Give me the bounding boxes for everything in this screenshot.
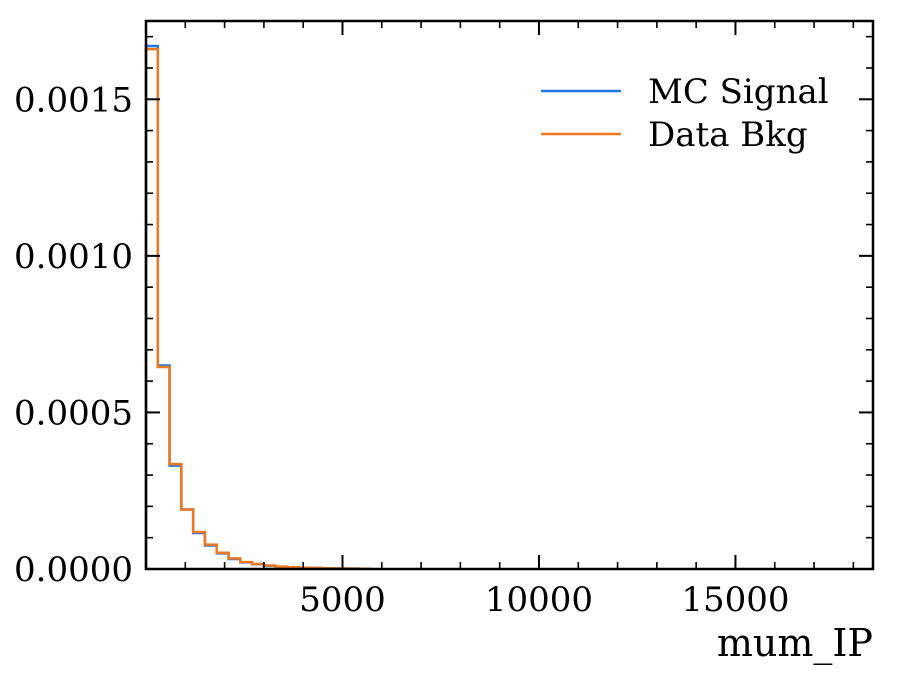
x-tick-label: 15000 — [681, 580, 789, 620]
x-tick-label: 5000 — [299, 580, 386, 620]
legend-label: MC Signal — [648, 72, 829, 112]
plot-frame — [144, 19, 875, 571]
y-tick-label: 0.0010 — [14, 237, 133, 277]
x-tick-label: 10000 — [485, 580, 593, 620]
legend-label: Data Bkg — [648, 115, 808, 155]
ticks-layer — [146, 21, 873, 570]
series-line-mc-signal — [144, 44, 372, 570]
y-tick-label: 0.0015 — [14, 80, 133, 120]
tick-labels-layer: 5000 10000 15000 0.0000 0.0005 0.0010 0.0015 — [14, 80, 790, 620]
y-tick-label: 0.0005 — [14, 393, 133, 433]
x-axis-label: mum_IP — [717, 621, 873, 666]
series-line-data-bkg — [144, 47, 372, 570]
series-layer — [144, 44, 372, 570]
y-tick-label: 0.0000 — [14, 550, 133, 590]
